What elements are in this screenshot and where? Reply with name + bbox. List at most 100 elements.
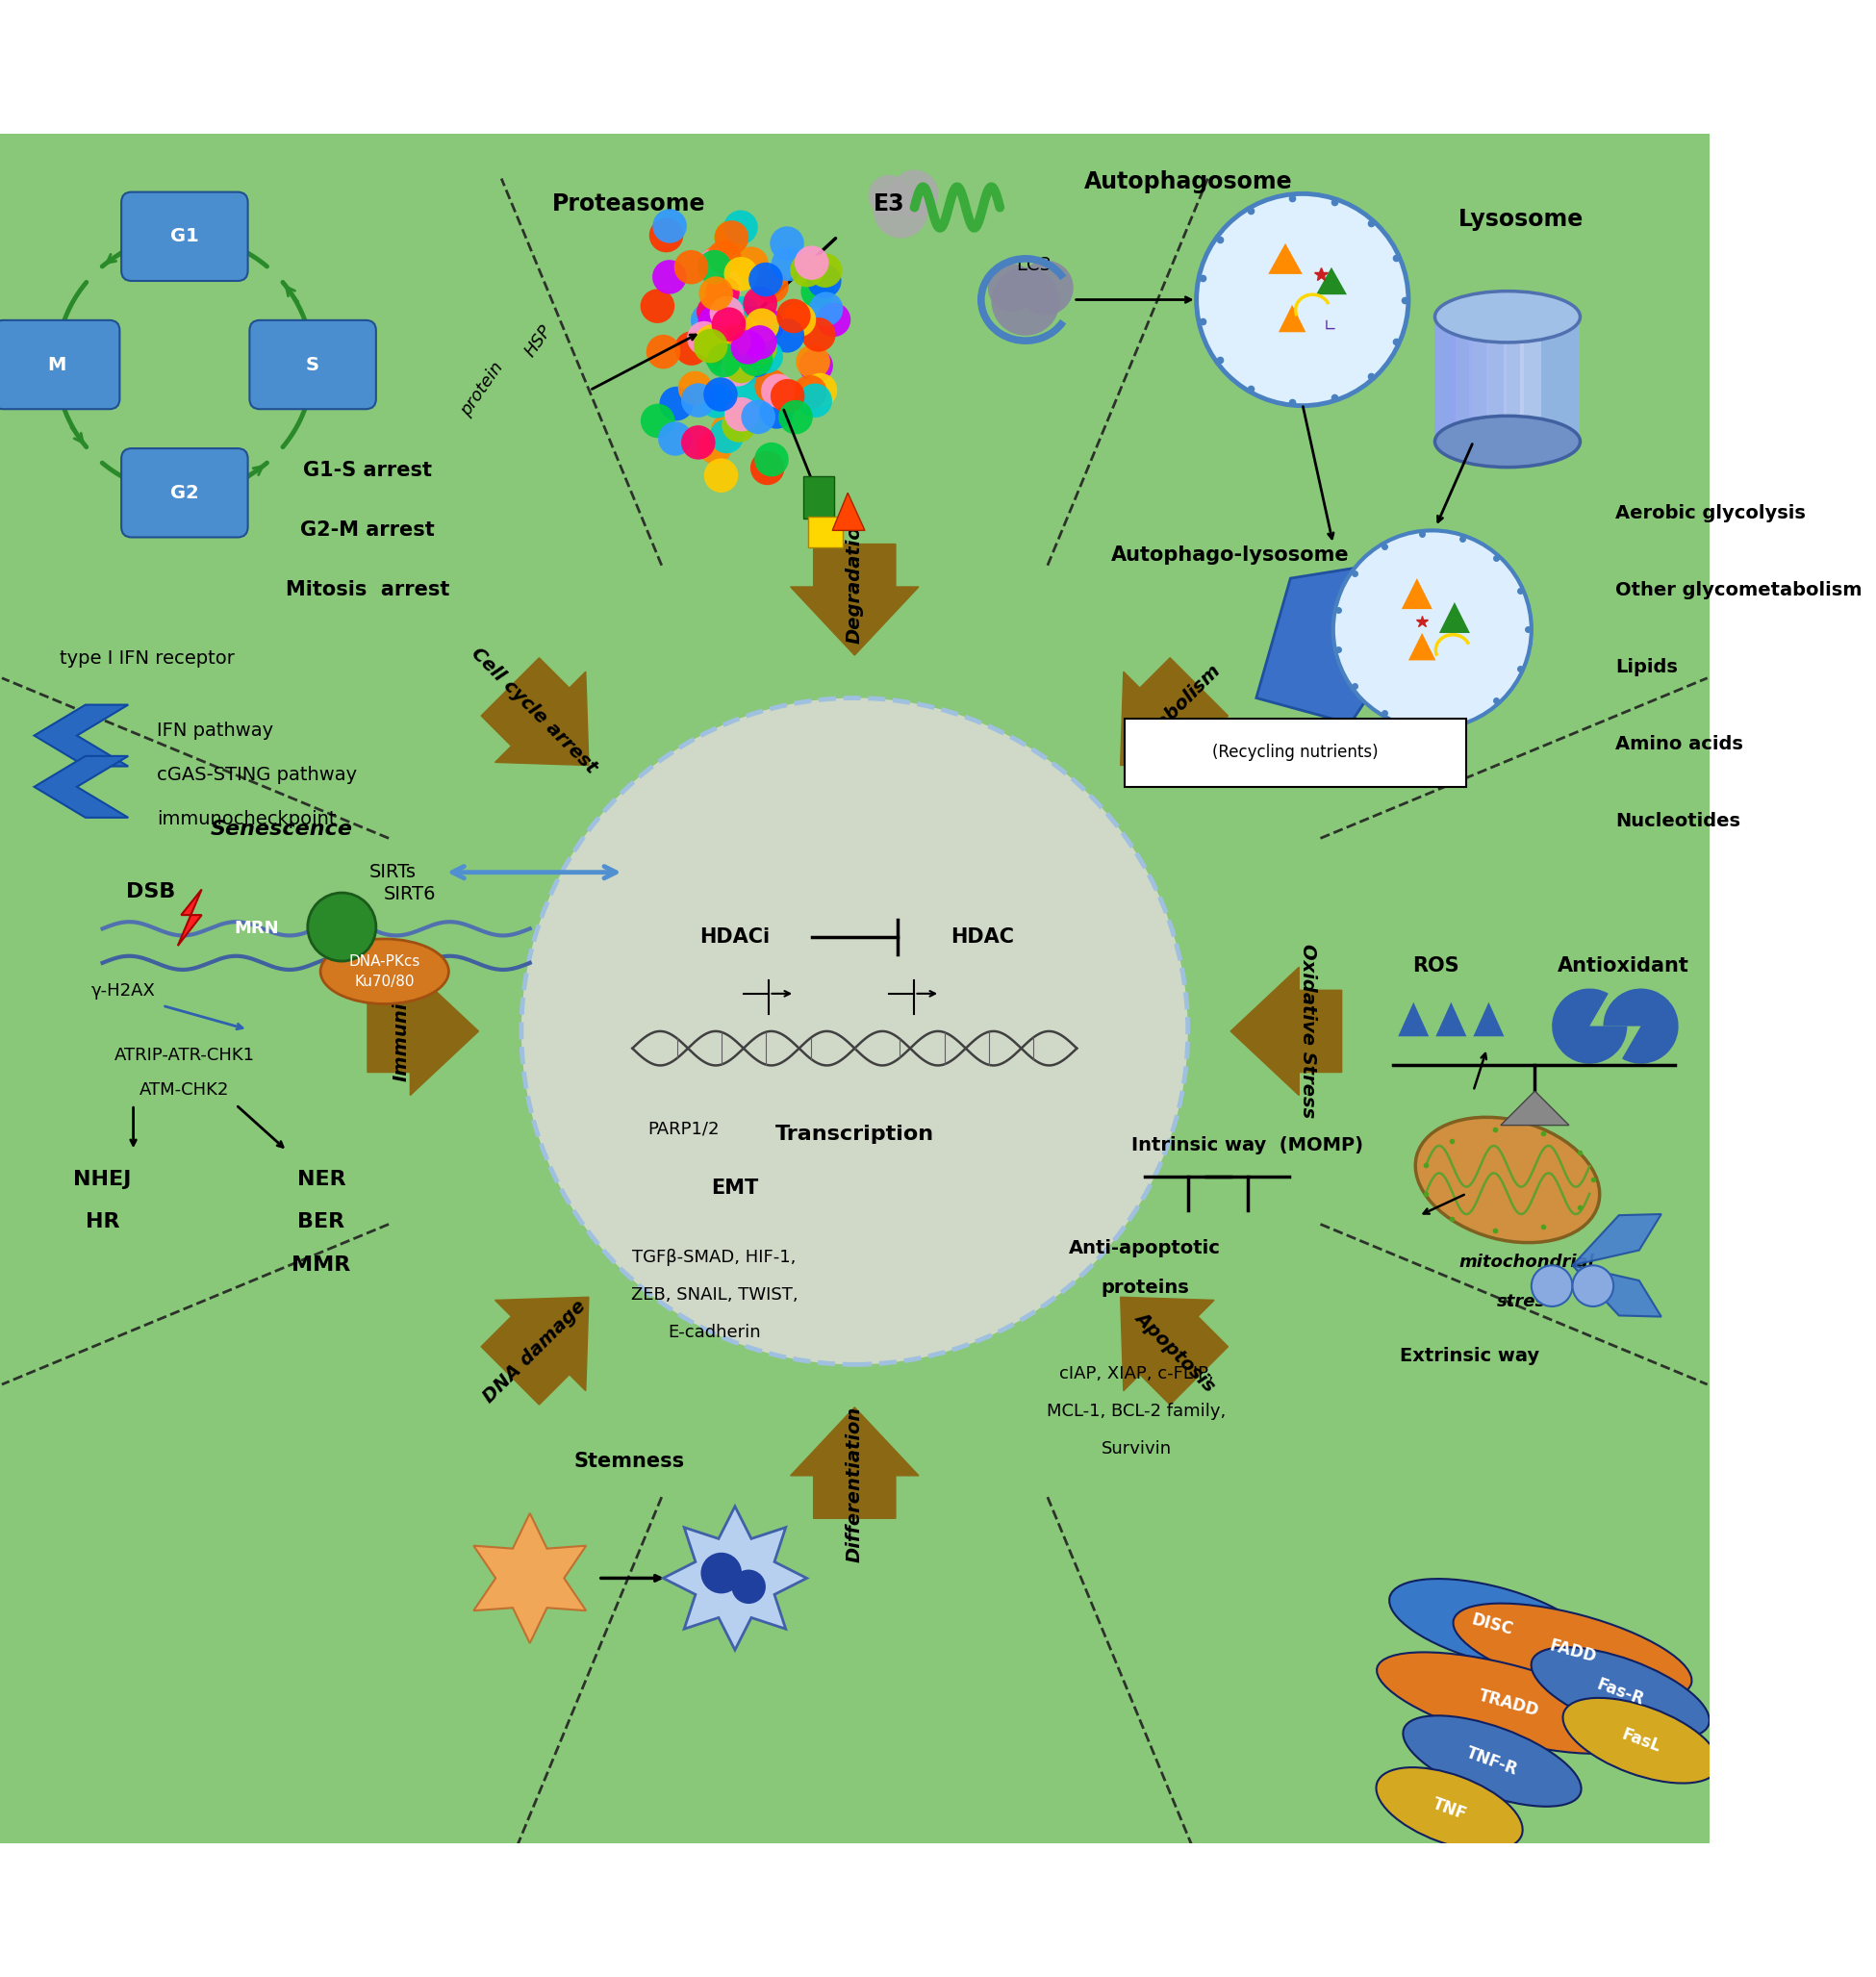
Circle shape [771,247,805,281]
Circle shape [653,210,687,243]
Circle shape [794,376,827,409]
Text: Extrinsic way: Extrinsic way [1399,1346,1540,1364]
Circle shape [700,277,734,310]
FancyArrow shape [790,1408,919,1518]
Circle shape [707,336,741,370]
Circle shape [779,399,812,435]
Circle shape [807,263,840,299]
Circle shape [869,174,910,215]
Circle shape [724,397,758,431]
Text: Nucleotides: Nucleotides [1615,813,1741,830]
Text: Aerobic glycolysis: Aerobic glycolysis [1615,504,1805,522]
Circle shape [790,253,824,287]
Circle shape [719,334,752,368]
Text: Cell cycle arrest: Cell cycle arrest [467,645,600,777]
Text: DNA-PKcs: DNA-PKcs [349,955,420,969]
FancyArrow shape [1231,967,1341,1095]
Circle shape [745,308,779,342]
Text: Antioxidant: Antioxidant [1557,957,1690,975]
Circle shape [726,302,762,336]
Circle shape [522,698,1188,1364]
Text: Immunity: Immunity [392,981,411,1081]
Circle shape [675,332,709,366]
Circle shape [1019,261,1073,314]
Text: Differentiation: Differentiation [846,1406,863,1562]
Circle shape [724,210,758,245]
Circle shape [762,374,795,407]
Circle shape [715,308,749,342]
Text: TNF-R: TNF-R [1463,1744,1520,1779]
Circle shape [795,344,829,380]
Circle shape [658,421,692,457]
Text: FasL: FasL [1619,1726,1662,1756]
Text: LC3: LC3 [1017,257,1052,275]
Circle shape [713,299,749,332]
Circle shape [715,326,749,360]
Circle shape [801,318,835,352]
Circle shape [754,370,788,403]
Text: protein: protein [458,360,507,419]
Polygon shape [1572,1265,1662,1317]
Circle shape [711,306,747,342]
Circle shape [797,384,833,417]
Circle shape [709,419,743,453]
Text: E3: E3 [872,192,904,215]
Circle shape [754,443,788,476]
Circle shape [711,413,745,447]
FancyArrow shape [480,658,589,765]
Polygon shape [1409,633,1435,660]
Circle shape [760,395,794,429]
Text: Autophago-lysosome: Autophago-lysosome [1111,546,1349,565]
Circle shape [719,310,752,344]
Circle shape [715,314,749,348]
Circle shape [717,324,750,358]
Circle shape [700,384,734,417]
Polygon shape [1572,1214,1662,1265]
Circle shape [704,459,737,492]
Polygon shape [34,755,128,818]
Bar [803,476,835,518]
Text: IFN pathway: IFN pathway [158,722,274,739]
Text: Other glycometabolism: Other glycometabolism [1615,581,1863,599]
FancyBboxPatch shape [122,192,248,281]
Circle shape [673,251,709,285]
Circle shape [735,370,769,405]
Text: ∟: ∟ [1323,316,1336,334]
Polygon shape [833,492,865,530]
Circle shape [649,217,683,253]
Circle shape [739,342,773,378]
Polygon shape [1473,1002,1505,1036]
Ellipse shape [1454,1603,1692,1700]
Circle shape [1197,194,1409,405]
Circle shape [728,350,764,384]
Circle shape [720,352,754,386]
Bar [1435,316,1456,441]
Circle shape [728,318,764,354]
Circle shape [732,1570,765,1603]
Circle shape [803,374,837,407]
Circle shape [698,429,732,465]
Text: NHEJ: NHEJ [73,1170,131,1188]
Ellipse shape [1390,1580,1595,1671]
Circle shape [809,253,842,287]
Circle shape [704,378,737,411]
Ellipse shape [321,939,448,1004]
Circle shape [702,1552,741,1593]
Circle shape [715,221,749,255]
Ellipse shape [1415,1117,1600,1244]
Circle shape [1531,1265,1572,1307]
Circle shape [749,263,782,297]
Text: G1-S arrest: G1-S arrest [304,461,431,480]
Circle shape [750,308,784,342]
Text: M: M [47,356,66,374]
Text: Oxidative Stress: Oxidative Stress [1298,945,1317,1119]
Circle shape [874,184,929,237]
Text: E-cadherin: E-cadherin [668,1325,762,1340]
Polygon shape [1268,243,1302,275]
Circle shape [711,308,745,342]
Circle shape [1572,1265,1613,1307]
Circle shape [743,326,777,360]
Text: ATM-CHK2: ATM-CHK2 [139,1081,229,1099]
Polygon shape [473,1512,585,1643]
Text: G1: G1 [171,227,199,245]
